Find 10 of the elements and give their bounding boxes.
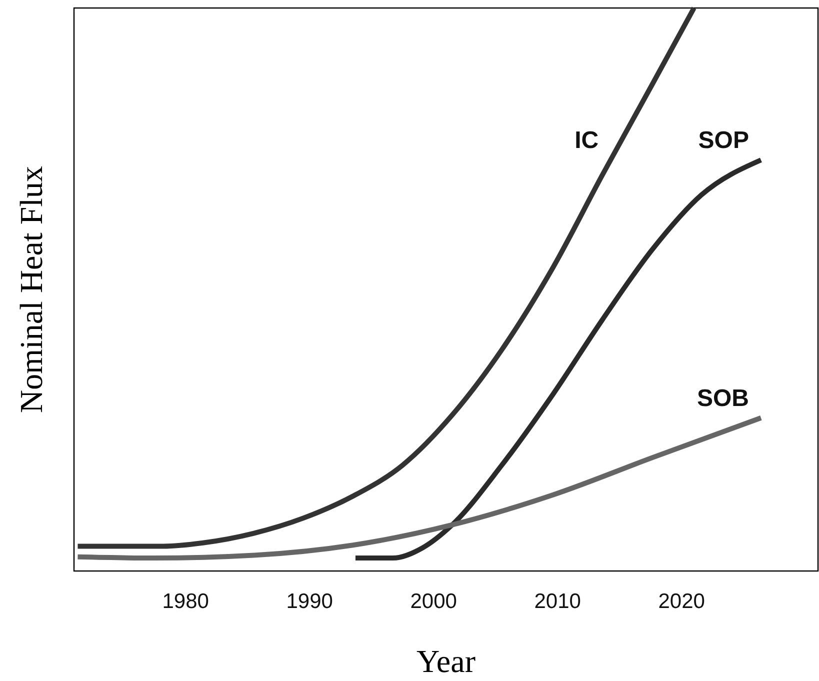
x-tick-label: 1980 (162, 590, 209, 613)
y-axis-title: Nominal Heat Flux (13, 166, 49, 414)
x-tick-label: 1990 (286, 590, 333, 613)
x-tick-label: 2010 (534, 590, 581, 613)
x-tick-label: 2020 (658, 590, 705, 613)
series-label: SOP (698, 127, 749, 154)
x-axis-title: Year (416, 643, 476, 679)
x-tick-label: 2000 (410, 590, 457, 613)
series-label: IC (574, 127, 599, 154)
series-label: SOB (696, 384, 749, 412)
